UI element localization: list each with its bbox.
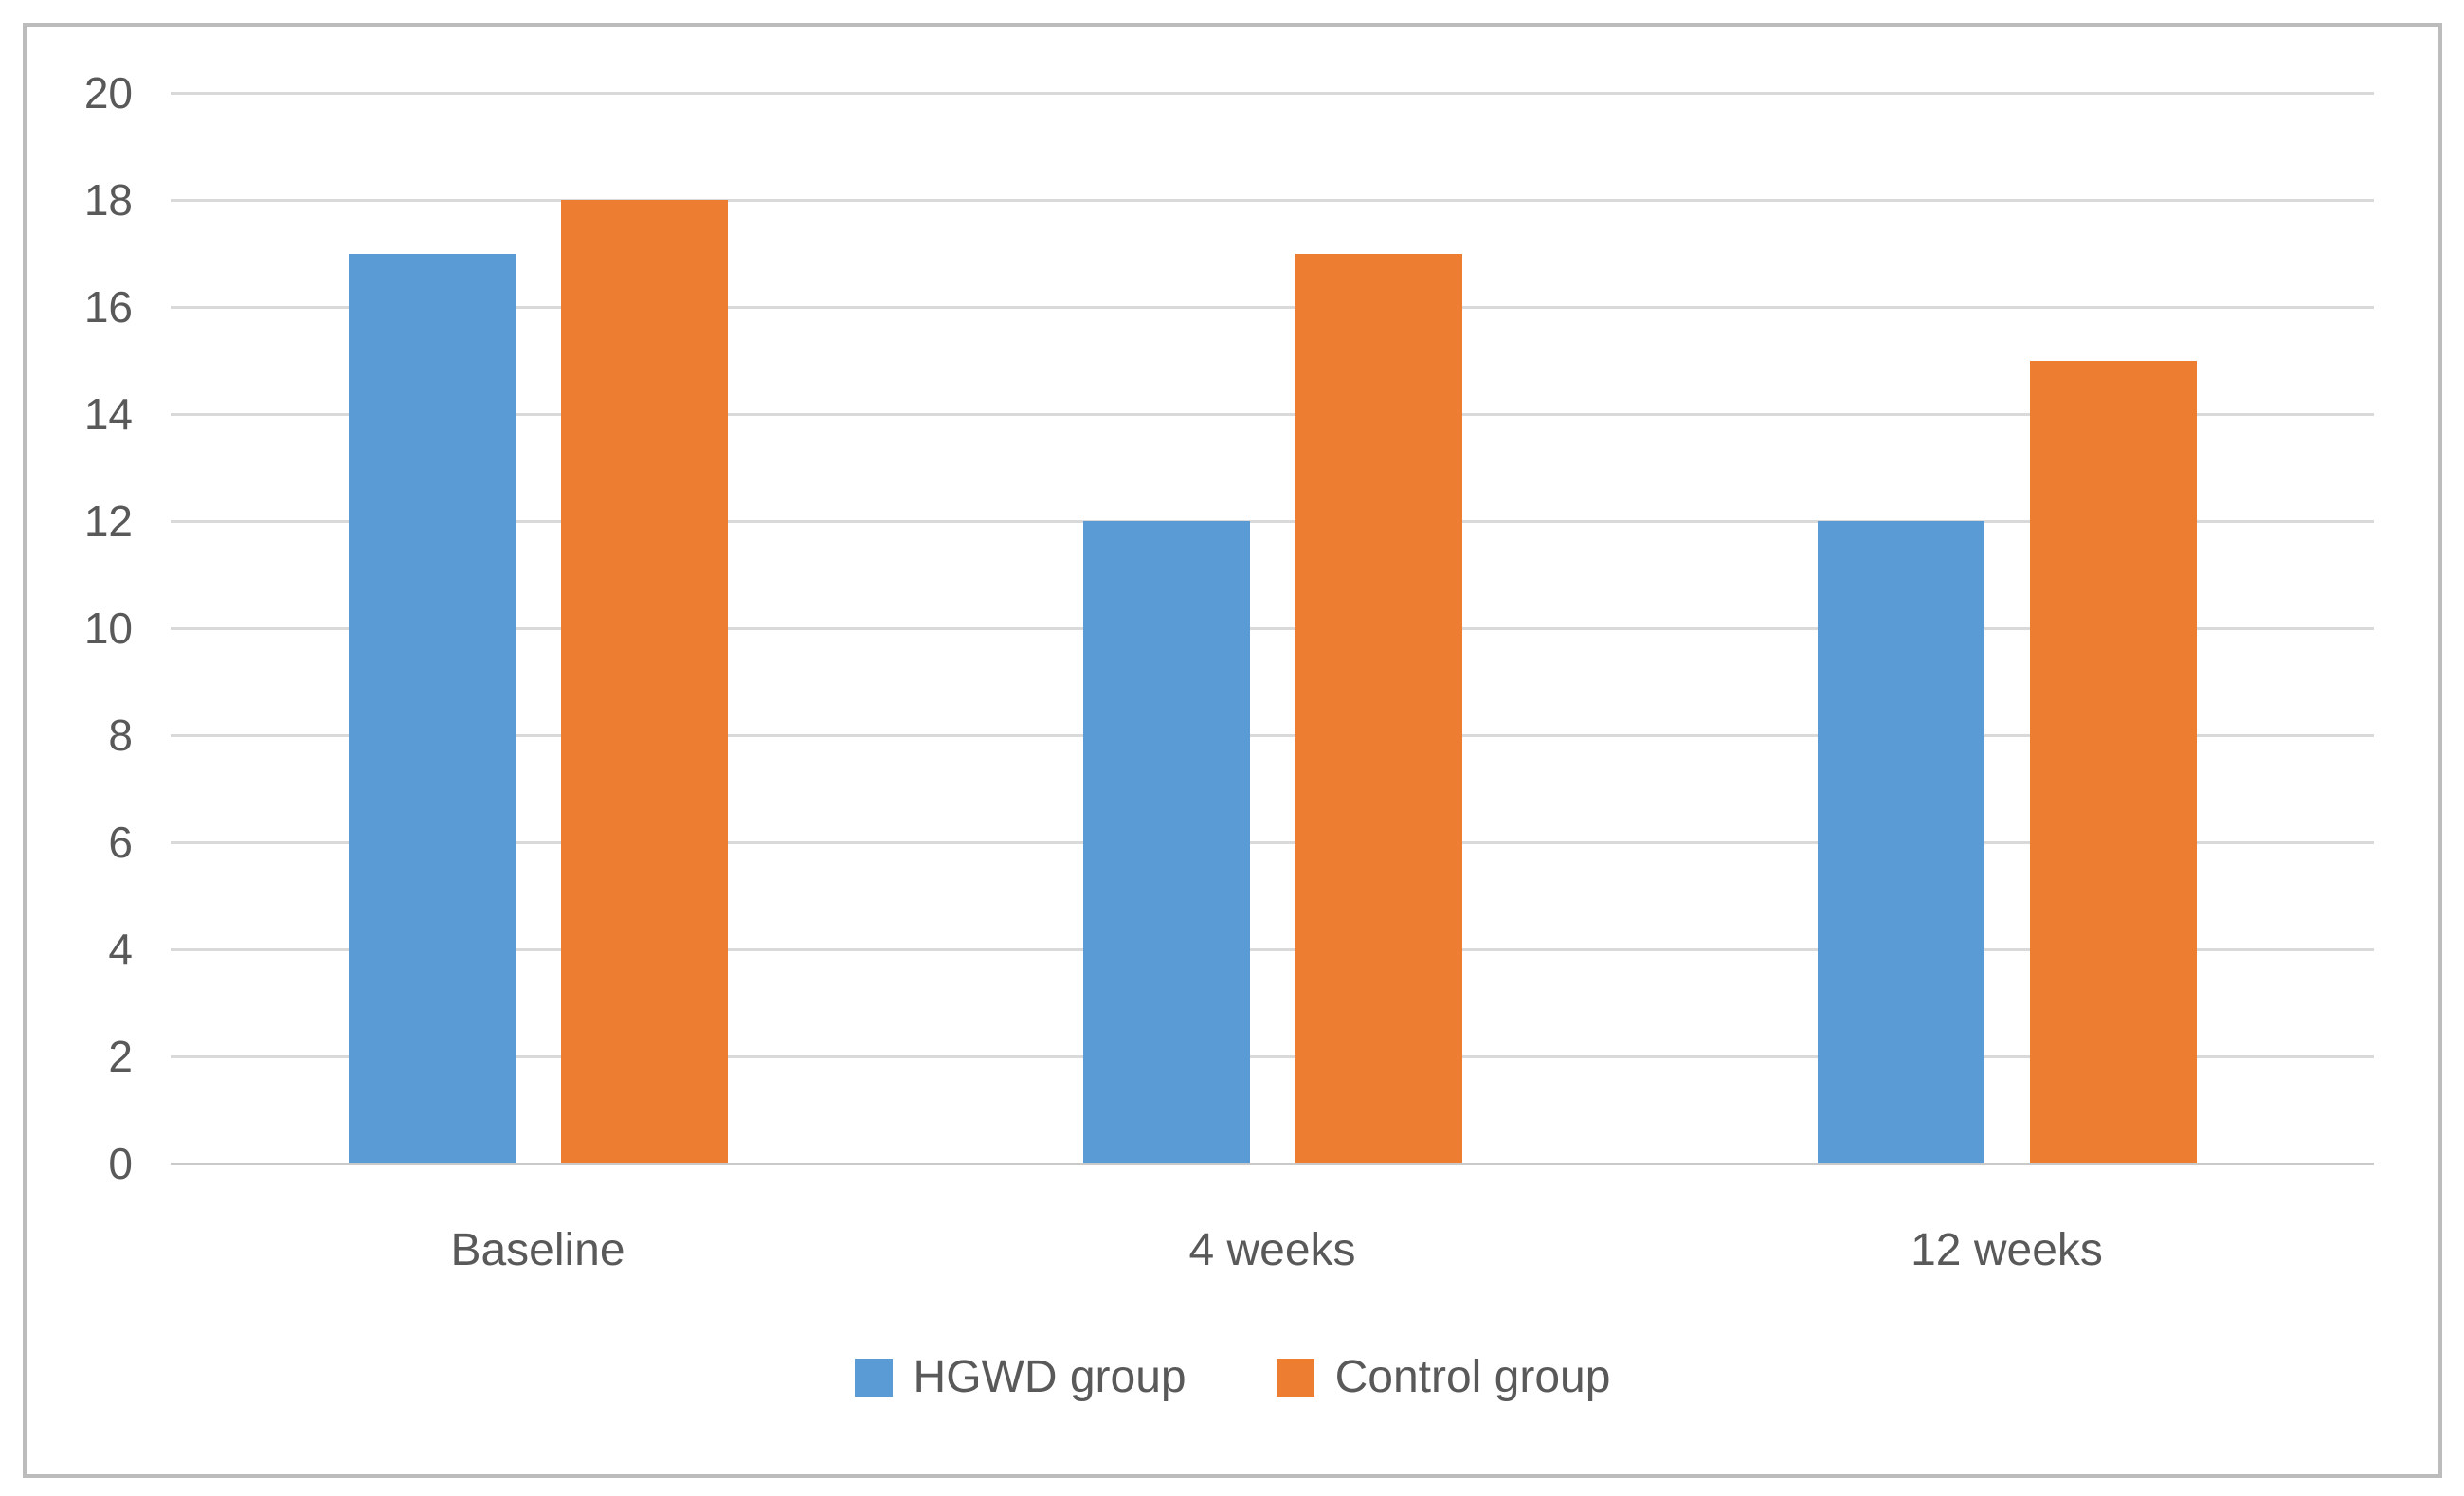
gridline	[171, 199, 2374, 202]
legend-label: HGWD group	[913, 1352, 1187, 1402]
gridline	[171, 1055, 2374, 1058]
y-axis-tick-label: 12	[83, 496, 133, 546]
bar-control-group-4-weeks	[1295, 253, 1462, 1163]
x-axis-category-label: 4 weeks	[1188, 1225, 1356, 1275]
gridline	[171, 948, 2374, 951]
bar-hgwd-group-4-weeks	[1082, 521, 1250, 1163]
legend-item-control-group: Control group	[1276, 1352, 1611, 1402]
bar-control-group-baseline	[560, 200, 728, 1163]
gridline	[171, 92, 2374, 95]
y-axis-tick-label: 20	[83, 68, 133, 117]
gridline	[171, 520, 2374, 523]
x-axis-category-label: 12 weeks	[1911, 1225, 2103, 1275]
gridline	[171, 627, 2374, 630]
legend: HGWD group Control group	[27, 1355, 2438, 1400]
gridline	[171, 306, 2374, 309]
legend-swatch-icon	[854, 1359, 893, 1397]
y-axis-tick-label: 2	[108, 1032, 133, 1081]
y-axis-tick-label: 16	[83, 282, 133, 332]
x-axis-category-label: Baseline	[450, 1225, 625, 1275]
bar-control-group-12-weeks	[2029, 360, 2197, 1163]
legend-label: Control group	[1334, 1352, 1611, 1402]
gridline	[171, 734, 2374, 737]
y-axis-tick-label: 8	[108, 711, 133, 760]
legend-item-hgwd-group: HGWD group	[854, 1352, 1187, 1402]
y-axis-tick-label: 6	[108, 818, 133, 867]
y-axis-tick-label: 4	[108, 925, 133, 974]
y-axis-tick-label: 14	[83, 389, 133, 439]
y-axis-tick-label: 10	[83, 604, 133, 653]
gridline	[171, 1163, 2374, 1165]
bar-hgwd-group-12-weeks	[1817, 521, 1984, 1163]
gridline	[171, 413, 2374, 416]
gridline	[171, 841, 2374, 844]
bar-hgwd-group-baseline	[348, 253, 516, 1163]
chart-frame: 0 2 4 6 8 10 12 14 16 18 20 Baseline 4 weeks 12 weeks…	[23, 23, 2442, 1478]
legend-swatch-icon	[1276, 1359, 1314, 1397]
y-axis-tick-label: 0	[108, 1139, 133, 1188]
y-axis-tick-label: 18	[83, 175, 133, 225]
